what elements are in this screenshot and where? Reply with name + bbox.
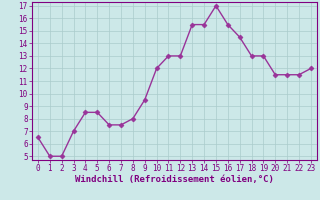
X-axis label: Windchill (Refroidissement éolien,°C): Windchill (Refroidissement éolien,°C) xyxy=(75,175,274,184)
